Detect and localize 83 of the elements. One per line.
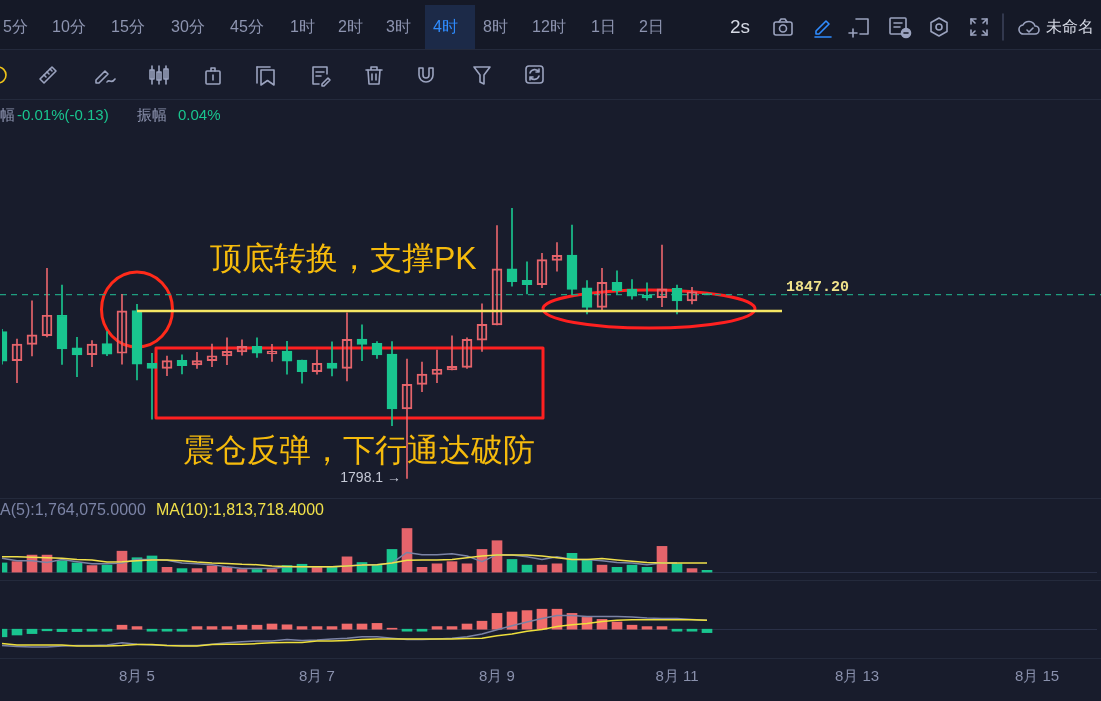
bar bbox=[611, 621, 623, 630]
bar bbox=[326, 626, 338, 630]
candlestick bbox=[506, 207, 518, 287]
annotation: 顶底转换，支撑PK bbox=[210, 239, 477, 276]
text: 幅 bbox=[0, 106, 15, 124]
text: 12时 bbox=[532, 17, 566, 37]
text: 10分 bbox=[52, 17, 86, 37]
bar bbox=[176, 568, 188, 573]
text: 30分 bbox=[171, 17, 205, 37]
bar bbox=[551, 563, 563, 573]
x-tick-label: 8月 7 bbox=[299, 667, 335, 685]
bar bbox=[521, 610, 533, 630]
annotation: 1798.1 → bbox=[340, 468, 401, 485]
text: MA(10):1,813,718.4000 bbox=[155, 501, 325, 519]
bar bbox=[101, 628, 113, 632]
text: 1时 bbox=[290, 17, 315, 37]
text: 振幅 bbox=[137, 106, 167, 124]
bar bbox=[176, 628, 188, 632]
bar bbox=[251, 624, 263, 630]
bar bbox=[491, 613, 503, 630]
text: 5分 bbox=[3, 17, 28, 37]
text: 2s bbox=[730, 16, 751, 38]
bar bbox=[146, 628, 158, 632]
x-tick-label: 8月 5 bbox=[119, 667, 155, 685]
bar bbox=[461, 623, 473, 630]
bar bbox=[476, 620, 488, 630]
bar bbox=[431, 626, 443, 630]
bar bbox=[671, 628, 683, 632]
text: 未命名 bbox=[1046, 17, 1094, 37]
bar bbox=[431, 563, 443, 573]
x-tick-label: 8月 13 bbox=[834, 667, 880, 685]
bar bbox=[506, 559, 518, 573]
text: 2时 bbox=[338, 17, 363, 37]
bar bbox=[461, 563, 473, 573]
text: -0.01%(-0.13) bbox=[17, 106, 109, 124]
bar bbox=[191, 626, 203, 630]
bar bbox=[356, 623, 368, 630]
bar bbox=[191, 568, 203, 573]
bar bbox=[281, 624, 293, 630]
bar bbox=[161, 628, 173, 632]
text: 1日 bbox=[591, 17, 616, 37]
text: A(5):1,764,075.0000 bbox=[0, 501, 146, 519]
bar bbox=[401, 628, 413, 632]
bar bbox=[26, 628, 38, 634]
bar bbox=[116, 624, 128, 630]
bar bbox=[641, 626, 653, 630]
bar bbox=[626, 624, 638, 630]
x-tick-label: 8月 11 bbox=[655, 667, 699, 685]
bar bbox=[686, 628, 698, 632]
bar bbox=[446, 561, 458, 573]
bar bbox=[56, 628, 68, 632]
annotation: 1847.20 bbox=[786, 278, 850, 296]
candlestick bbox=[71, 337, 83, 378]
bar bbox=[701, 628, 713, 633]
bar bbox=[296, 626, 308, 630]
bar bbox=[86, 565, 98, 573]
bar bbox=[311, 626, 323, 630]
bar bbox=[446, 626, 458, 630]
text: 45分 bbox=[230, 17, 264, 37]
candlestick bbox=[521, 261, 533, 295]
x-tick-label: 8月 9 bbox=[479, 667, 515, 685]
bar bbox=[206, 626, 218, 630]
text: 2日 bbox=[639, 17, 664, 37]
bar bbox=[656, 626, 668, 630]
bar bbox=[371, 623, 383, 630]
bar bbox=[221, 626, 233, 630]
annotation: 震仓反弹，下行通达破防 bbox=[183, 431, 535, 468]
text: 8时 bbox=[483, 17, 508, 37]
candlestick bbox=[146, 352, 158, 420]
candlestick bbox=[641, 282, 653, 301]
text: 4时 bbox=[433, 17, 458, 37]
bar bbox=[416, 628, 428, 632]
text: 3时 bbox=[386, 17, 411, 37]
bar bbox=[266, 623, 278, 630]
text: 15分 bbox=[111, 17, 145, 37]
bar bbox=[71, 628, 83, 632]
bar bbox=[686, 568, 698, 573]
bar bbox=[131, 626, 143, 630]
x-tick-label: 8月 15 bbox=[1014, 667, 1060, 685]
bar bbox=[236, 624, 248, 630]
text: 0.04% bbox=[178, 106, 221, 124]
bar bbox=[341, 623, 353, 630]
bar bbox=[86, 628, 98, 632]
